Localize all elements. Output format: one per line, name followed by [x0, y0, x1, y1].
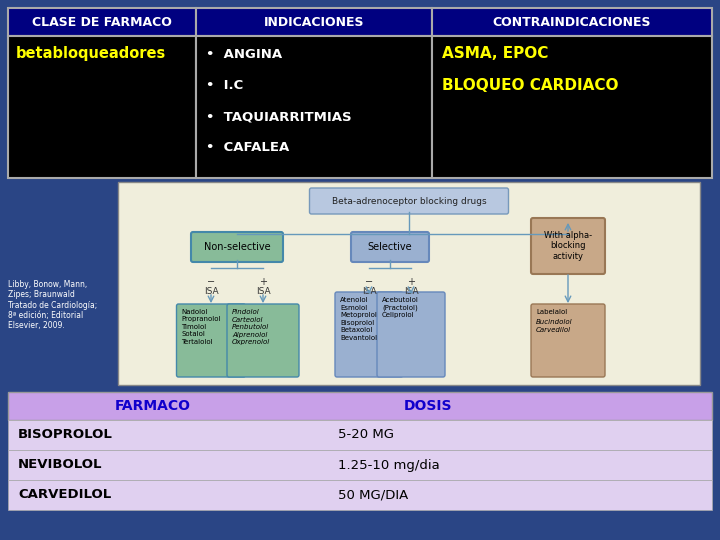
Text: BISOPROLOL: BISOPROLOL	[18, 429, 113, 442]
Text: Non-selective: Non-selective	[204, 242, 270, 252]
Text: Atenolol
Esmolol
Metoprolol
Bisoprolol
Betaxolol
Bevantolol: Atenolol Esmolol Metoprolol Bisoprolol B…	[340, 297, 377, 341]
FancyBboxPatch shape	[8, 480, 712, 510]
FancyBboxPatch shape	[191, 232, 283, 262]
FancyBboxPatch shape	[531, 304, 605, 377]
Text: ISA: ISA	[204, 287, 218, 296]
FancyBboxPatch shape	[8, 392, 712, 420]
Text: CONTRAINDICACIONES: CONTRAINDICACIONES	[492, 16, 652, 29]
FancyBboxPatch shape	[196, 36, 432, 178]
Text: 50 MG/DIA: 50 MG/DIA	[338, 489, 408, 502]
Text: Acebutolol
(Practolol)
Celiprolol: Acebutolol (Practolol) Celiprolol	[382, 297, 419, 319]
FancyBboxPatch shape	[8, 8, 196, 36]
Text: DOSIS: DOSIS	[404, 399, 452, 413]
FancyBboxPatch shape	[531, 218, 605, 274]
FancyBboxPatch shape	[310, 188, 508, 214]
FancyBboxPatch shape	[351, 232, 429, 262]
Text: CLASE DE FARMACO: CLASE DE FARMACO	[32, 16, 172, 29]
Text: ISA: ISA	[404, 287, 418, 296]
Text: 5-20 MG: 5-20 MG	[338, 429, 394, 442]
Text: •  TAQUIARRITMIAS: • TAQUIARRITMIAS	[206, 110, 351, 123]
FancyBboxPatch shape	[377, 292, 445, 377]
Text: •  CAFALEA: • CAFALEA	[206, 141, 289, 154]
FancyBboxPatch shape	[118, 182, 700, 385]
Text: 1.25-10 mg/dia: 1.25-10 mg/dia	[338, 458, 440, 471]
Text: NEVIBOLOL: NEVIBOLOL	[18, 458, 102, 471]
Text: Bucindolol
Carvedilol: Bucindolol Carvedilol	[536, 319, 572, 333]
FancyBboxPatch shape	[227, 304, 299, 377]
FancyBboxPatch shape	[8, 450, 712, 480]
Text: BLOQUEO CARDIACO: BLOQUEO CARDIACO	[442, 78, 618, 93]
FancyBboxPatch shape	[196, 8, 432, 36]
Text: Nadolol
Propranolol
Timolol
Sotalol
Tertalolol: Nadolol Propranolol Timolol Sotalol Tert…	[181, 309, 221, 345]
Text: Selective: Selective	[368, 242, 413, 252]
FancyBboxPatch shape	[176, 304, 246, 377]
Text: CARVEDILOL: CARVEDILOL	[18, 489, 112, 502]
Text: ISA: ISA	[361, 287, 377, 296]
FancyBboxPatch shape	[8, 420, 712, 450]
Text: INDICACIONES: INDICACIONES	[264, 16, 364, 29]
Text: ASMA, EPOC: ASMA, EPOC	[442, 46, 549, 61]
Text: +: +	[259, 277, 267, 287]
Text: FARMACO: FARMACO	[115, 399, 191, 413]
Text: −: −	[365, 277, 373, 287]
Text: +: +	[407, 277, 415, 287]
Text: With alpha-
blocking
activity: With alpha- blocking activity	[544, 231, 592, 261]
Text: Beta-adrenoceptor blocking drugs: Beta-adrenoceptor blocking drugs	[332, 197, 486, 206]
Text: ISA: ISA	[256, 287, 270, 296]
Text: Labelalol: Labelalol	[536, 309, 567, 315]
FancyBboxPatch shape	[432, 8, 712, 36]
Text: •  ANGINA: • ANGINA	[206, 48, 282, 61]
Text: Libby, Bonow, Mann,
Zipes; Braunwald
Tratado de Cardiología;
8ª edición; Editori: Libby, Bonow, Mann, Zipes; Braunwald Tra…	[8, 280, 97, 330]
FancyBboxPatch shape	[432, 36, 712, 178]
Text: betabloqueadores: betabloqueadores	[16, 46, 166, 61]
Text: •  I.C: • I.C	[206, 79, 243, 92]
FancyBboxPatch shape	[8, 36, 196, 178]
FancyBboxPatch shape	[335, 292, 403, 377]
Text: −: −	[207, 277, 215, 287]
Text: Pindolol
Carteolol
Penbutolol
Alprenolol
Oxprenolol: Pindolol Carteolol Penbutolol Alprenolol…	[232, 309, 270, 345]
